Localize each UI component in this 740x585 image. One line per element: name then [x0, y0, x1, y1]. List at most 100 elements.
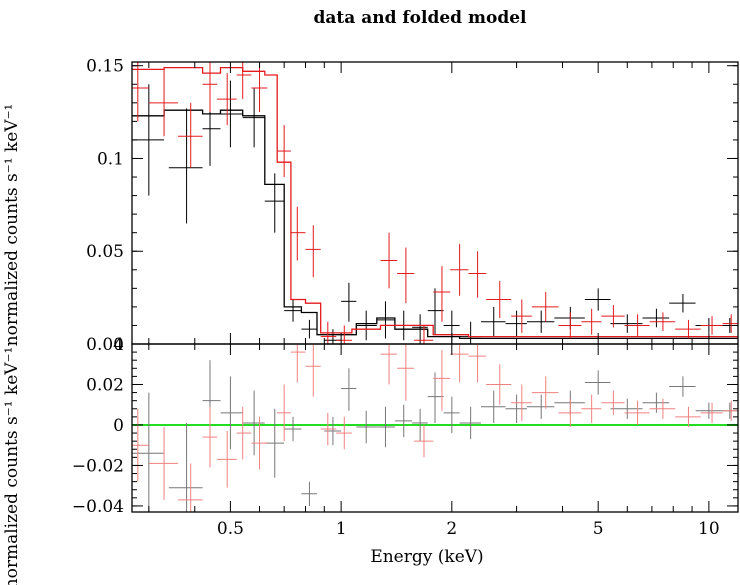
data-point [584, 370, 611, 395]
data-point [581, 308, 602, 335]
y-tick-label: −0.02 [72, 456, 124, 476]
data-point [486, 280, 512, 319]
data-point [505, 394, 527, 423]
series-0 [132, 80, 738, 344]
data-point [700, 316, 723, 335]
data-point [341, 282, 357, 322]
bottom-y-axis-label: normalized counts s⁻¹ keV⁻¹ [2, 347, 22, 585]
x-tick-label: 10 [698, 519, 720, 539]
y-tick-label: −0.04 [72, 497, 124, 517]
data-point [601, 305, 625, 328]
x-tick-label: 5 [593, 519, 604, 539]
data-point [277, 384, 291, 442]
data-point [459, 321, 481, 344]
data-point [376, 301, 395, 339]
series-1 [132, 344, 738, 512]
series-0 [132, 360, 738, 512]
data-point [177, 102, 203, 168]
data-point [584, 288, 611, 311]
y-tick-label: 0.15 [86, 57, 124, 77]
data-point [177, 463, 203, 512]
data-point [251, 65, 268, 113]
data-point [642, 392, 670, 413]
data-point [236, 62, 252, 100]
y-tick-label: 0.1 [97, 149, 124, 169]
data-point [251, 416, 268, 470]
data-point [380, 344, 398, 385]
data-point [202, 360, 221, 442]
data-point [433, 350, 451, 411]
data-point [649, 398, 676, 419]
data-point [324, 416, 342, 446]
data-point [132, 392, 165, 512]
data-point [581, 394, 602, 423]
data-point [558, 312, 582, 339]
plot-area [132, 344, 738, 512]
data-point [290, 344, 306, 383]
data-point [412, 314, 428, 344]
data-point [433, 266, 451, 322]
y-tick-label: 0 [113, 416, 124, 436]
data-point [341, 368, 357, 411]
data-point [642, 308, 670, 328]
data-point [700, 402, 723, 423]
data-point [486, 364, 512, 405]
data-point [397, 344, 415, 401]
data-point [675, 319, 701, 339]
data-point [427, 288, 444, 335]
x-tick-label: 2 [446, 519, 457, 539]
data-point [277, 125, 291, 178]
data-point [394, 404, 413, 438]
data-point [264, 173, 285, 233]
data-point [554, 390, 585, 415]
panel-frame [131, 343, 739, 513]
data-point [356, 310, 377, 341]
data-point [301, 481, 318, 506]
model-step-line [132, 66, 738, 338]
data-point [301, 319, 318, 339]
data-point [412, 408, 428, 442]
plot-area [132, 62, 738, 344]
data-point [695, 402, 722, 419]
data-point [649, 312, 676, 332]
data-point [450, 344, 469, 383]
data-point [531, 292, 559, 322]
series-1 [132, 62, 738, 344]
data-point [414, 325, 434, 344]
data-point [427, 372, 444, 423]
data-point [526, 394, 555, 419]
data-point [505, 310, 527, 337]
data-point [397, 247, 415, 304]
data-point [722, 314, 738, 333]
x-tick-label: 1 [336, 519, 347, 539]
data-point [148, 69, 178, 137]
data-point [236, 406, 252, 460]
data-point [468, 251, 487, 298]
data-point [669, 293, 696, 313]
data-point [132, 408, 149, 482]
data-point [305, 344, 321, 397]
data-point [217, 431, 237, 488]
y-tick-label: 0.04 [86, 335, 124, 355]
data-point [336, 325, 352, 344]
data-point [202, 406, 218, 468]
y-tick-label: 0.05 [86, 242, 124, 262]
data-point [148, 426, 178, 500]
data-point [284, 416, 302, 442]
x-tick-label: 0.5 [217, 519, 244, 539]
data-point [220, 80, 243, 148]
data-point [220, 376, 243, 450]
data-point [168, 422, 203, 512]
data-point [443, 396, 460, 434]
data-point [168, 108, 203, 224]
top-y-axis-label: normalized counts s⁻¹ keV⁻¹ [2, 104, 22, 347]
data-point [202, 91, 221, 166]
data-point [624, 400, 650, 425]
data-point [480, 390, 506, 423]
data-point [380, 232, 398, 289]
y-tick-label: 0.02 [86, 375, 124, 395]
data-point [450, 243, 469, 296]
data-point [264, 408, 285, 478]
y-tick-label: 0 [113, 335, 124, 355]
